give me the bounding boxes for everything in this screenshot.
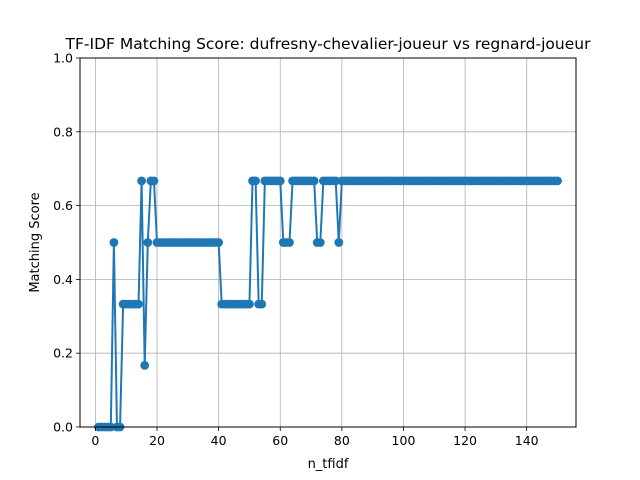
- data-point: [331, 176, 341, 186]
- x-tick-label: 120: [453, 433, 477, 448]
- y-tick-label: 0.2: [53, 346, 73, 361]
- x-tick-label: 20: [149, 433, 165, 448]
- data-point: [334, 238, 344, 247]
- data-point: [275, 176, 285, 186]
- x-tick-label: 100: [392, 433, 416, 448]
- x-tick-label: 140: [515, 433, 539, 448]
- chart-title: TF-IDF Matching Score: dufresny-chevalie…: [65, 35, 592, 53]
- data-point: [214, 238, 224, 247]
- data-point: [285, 238, 294, 247]
- x-axis-label: n_tfidf: [308, 457, 349, 472]
- y-tick-label: 0.0: [53, 420, 73, 435]
- plot-frame: [79, 57, 577, 428]
- series-layer: [94, 176, 562, 432]
- y-tick-label: 1.0: [53, 51, 73, 66]
- data-point: [140, 360, 150, 370]
- y-tick-label: 0.6: [53, 198, 73, 213]
- x-tick-label: 0: [91, 433, 99, 448]
- y-axis-label: Matching Score: [28, 192, 43, 292]
- data-point: [143, 238, 153, 247]
- data-point: [553, 176, 562, 186]
- data-point: [137, 176, 147, 186]
- axis-ticks: 0 20 40 60 80 100 120 140 0.0 0.2 0.4 0.6 0.8 1.0: [53, 51, 539, 449]
- x-tick-label: 60: [272, 433, 288, 448]
- data-point: [134, 299, 143, 309]
- data-point: [315, 238, 325, 247]
- x-tick-label: 80: [334, 433, 350, 448]
- data-point: [109, 238, 119, 247]
- y-tick-label: 0.8: [53, 124, 73, 139]
- data-point: [257, 299, 267, 309]
- x-tick-label: 40: [211, 433, 227, 448]
- y-tick-label: 0.4: [53, 272, 73, 287]
- data-point: [251, 176, 260, 186]
- data-point: [309, 176, 319, 186]
- data-point: [245, 299, 254, 309]
- data-point: [149, 176, 159, 186]
